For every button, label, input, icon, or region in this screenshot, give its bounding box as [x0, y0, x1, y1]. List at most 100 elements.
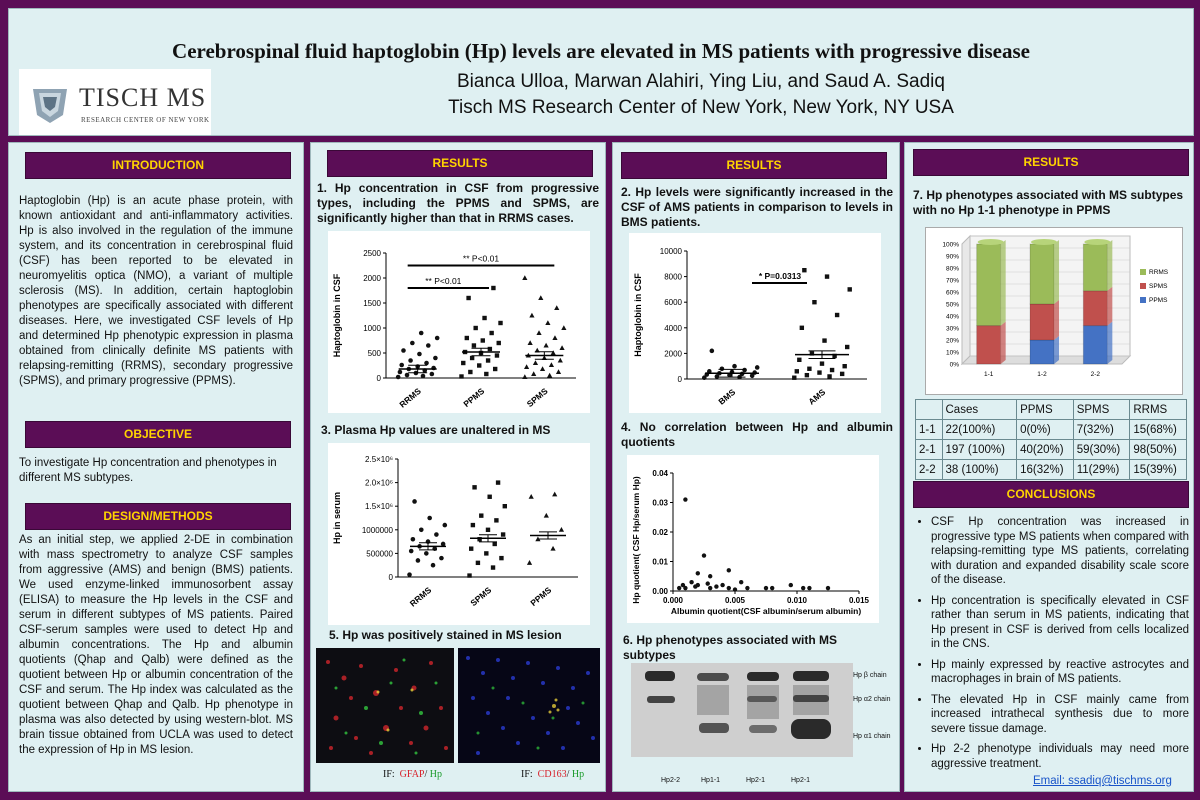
data-point — [557, 357, 563, 363]
data-point — [429, 371, 435, 377]
fig4-svg: 0.00 0.01 0.02 0.03 0.04 0.000 0.005 0.010 0.015… — [631, 469, 870, 616]
table-row: 1-1 22(100%) 0(0%) 7(32%) 15(68%) — [915, 419, 1187, 440]
data-point — [404, 372, 410, 378]
data-point — [545, 320, 551, 325]
caption-separator: / — [424, 769, 430, 780]
bar-segment-side — [1054, 240, 1059, 304]
data-point — [683, 497, 688, 502]
y-tick-label: 1.5×10⁶ — [365, 502, 393, 511]
data-point — [522, 275, 528, 280]
data-point — [532, 360, 539, 365]
y-tick-label: 2000 — [363, 274, 381, 283]
results-heading-3: RESULTS — [913, 149, 1189, 176]
column-results-3: RESULTS 7. Hp phenotypes associated with… — [904, 142, 1194, 792]
objective-heading: OBJECTIVE — [25, 421, 291, 448]
fig1-chart: 0 500 1000 1500 2000 2500 Haptoglobin in CSF RR… — [328, 231, 590, 413]
blot-lane-3: Hp2-1 — [746, 777, 766, 784]
data-point — [561, 325, 567, 330]
data-point — [801, 585, 806, 591]
y-tick-label: 0 — [678, 375, 683, 384]
data-point — [477, 537, 482, 542]
table-cell: 7(32%) — [1072, 419, 1131, 440]
y-tick-label: 80% — [946, 266, 959, 273]
data-point — [543, 342, 549, 348]
data-point — [472, 485, 477, 490]
y-tick-label: 90% — [946, 254, 959, 261]
data-point — [524, 364, 530, 369]
data-point — [559, 345, 565, 350]
x-tick-label: 0.000 — [663, 596, 684, 605]
data-point — [494, 353, 500, 358]
y-tick-label: 20% — [946, 338, 959, 345]
table-header-cell: RRMS — [1129, 399, 1187, 420]
x-tick-label: 0.010 — [787, 596, 808, 605]
table-cell: 22(100%) — [941, 419, 1018, 440]
data-point — [522, 374, 528, 379]
data-point — [539, 366, 546, 371]
column-intro: INTRODUCTION Haptoglobin (Hp) is an acut… — [8, 142, 304, 792]
data-point — [829, 367, 835, 373]
data-point — [792, 375, 797, 380]
x-tick-label: PPMS — [528, 585, 553, 608]
data-point — [538, 295, 544, 300]
y-tick-label: 0 — [389, 573, 394, 582]
caption-cd163-label: CD163 — [537, 769, 567, 780]
y-axis-label: Hp quotient( CSF Hp/serum Hp) — [631, 476, 641, 604]
data-point — [763, 585, 769, 591]
data-point — [802, 268, 807, 273]
table-cell: 98(50%) — [1129, 439, 1187, 460]
data-point — [543, 512, 549, 518]
bar-segment-side — [1107, 286, 1113, 326]
western-blot — [631, 663, 853, 757]
data-point — [434, 532, 439, 537]
data-point — [842, 364, 847, 369]
blot-lane-1: Hp2-2 — [661, 777, 681, 784]
data-point — [410, 340, 415, 346]
data-point — [433, 355, 438, 361]
result-5-title: 5. Hp was positively stained in MS lesio… — [329, 628, 562, 642]
intro-text: Haptoglobin (Hp) is an acute phase prote… — [19, 195, 293, 387]
table-cell: 11(29%) — [1072, 459, 1131, 480]
results-heading-2: RESULTS — [621, 152, 887, 179]
data-point — [470, 522, 476, 528]
y-tick-label: 2500 — [363, 249, 381, 258]
data-point — [461, 360, 466, 366]
data-point — [552, 491, 558, 497]
bar-segment — [976, 325, 1002, 365]
y-axis-label: Haptoglobin in CSF — [633, 273, 643, 357]
bar-top — [1084, 239, 1111, 245]
table-cell: 0(0%) — [1016, 419, 1074, 440]
western-blot-image — [631, 663, 853, 757]
x-tick-label: 0.005 — [725, 596, 746, 605]
intro-heading: INTRODUCTION — [25, 152, 291, 179]
caption-hp-label: Hp — [571, 769, 585, 780]
y-tick-label: 0.00 — [652, 587, 668, 596]
bar-segment — [1029, 339, 1055, 365]
cd163-micrograph — [458, 648, 600, 763]
data-point — [496, 340, 501, 346]
objective-text: To investigate Hp concentration and phen… — [19, 457, 277, 484]
data-point — [487, 346, 493, 352]
data-point — [726, 585, 731, 591]
conclusion-item: Hp 2-2 phenotype individuals may need mo… — [931, 742, 1189, 771]
data-point — [410, 536, 416, 542]
data-point — [845, 344, 850, 350]
y-tick-label: 10000 — [660, 247, 683, 256]
caption-separator: / — [566, 769, 572, 780]
data-point — [547, 372, 553, 378]
data-point — [418, 330, 424, 336]
contact-email-link[interactable]: Email: ssadiq@tischms.org — [1033, 775, 1172, 787]
data-point — [794, 369, 799, 374]
data-point — [490, 565, 496, 570]
y-tick-label: 0.01 — [652, 558, 668, 567]
bar-segment-side — [1000, 240, 1006, 326]
x-tick-label: 1-2 — [1037, 371, 1047, 378]
data-point — [527, 340, 533, 345]
table-cell: 197 (100%) — [941, 439, 1018, 460]
shield-logo-icon — [33, 89, 67, 123]
data-point — [847, 287, 852, 292]
data-point — [440, 541, 446, 547]
data-point — [485, 358, 491, 363]
caption-if-label: IF: — [521, 769, 533, 780]
data-point — [434, 335, 440, 341]
